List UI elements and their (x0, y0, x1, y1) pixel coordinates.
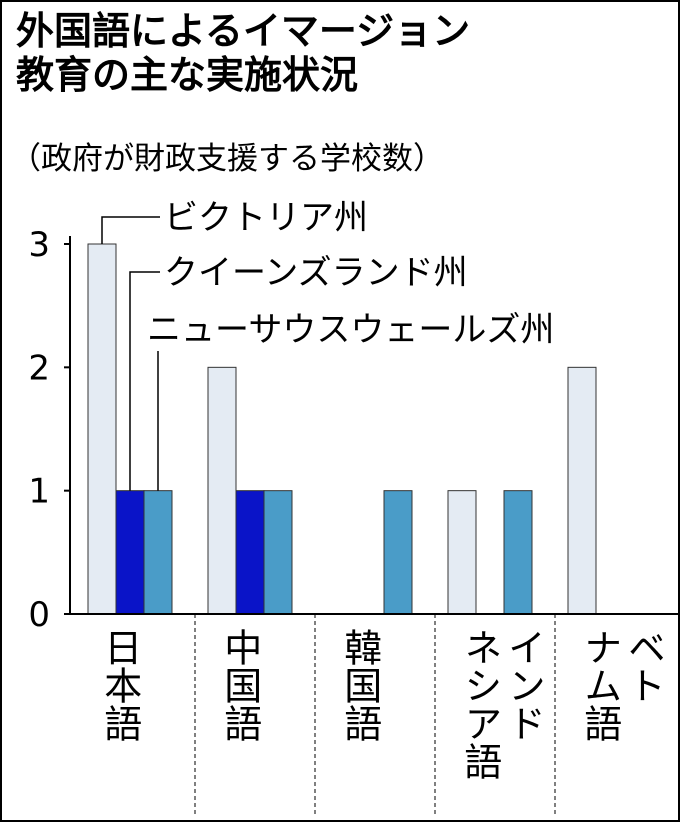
y-tick-label: 2 (28, 348, 50, 388)
y-tick-label: 0 (28, 595, 50, 635)
legend-label: ビクトリア州 (164, 198, 368, 238)
leader-line (129, 271, 160, 491)
chart-title: 外国語によるイマージョン 教育の主な実施状況 (16, 9, 471, 97)
y-tick-label: 3 (28, 225, 50, 265)
bar (115, 490, 145, 615)
legend-label: クイーンズランド州 (164, 253, 468, 293)
x-tick-label: インド ネシア語 (457, 628, 546, 780)
x-tick-label: 中国語 (217, 628, 262, 742)
bar (263, 490, 293, 615)
x-tick-label: ベト ナム語 (577, 628, 666, 742)
x-tick-label: 韓国語 (337, 628, 382, 742)
x-tick-label: 日本語 (97, 628, 142, 742)
bar (143, 490, 173, 615)
bar (235, 490, 265, 615)
bar (447, 490, 477, 615)
bar (207, 366, 237, 615)
legend-label: ニューサウスウェールズ州 (147, 310, 554, 350)
bar (567, 366, 597, 615)
bar (503, 490, 533, 615)
subtitle: （政府が財政支援する学校数） (10, 141, 444, 177)
y-tick-label: 1 (28, 472, 50, 512)
bar (87, 243, 117, 615)
bar (383, 490, 413, 615)
leader-line (101, 216, 160, 244)
